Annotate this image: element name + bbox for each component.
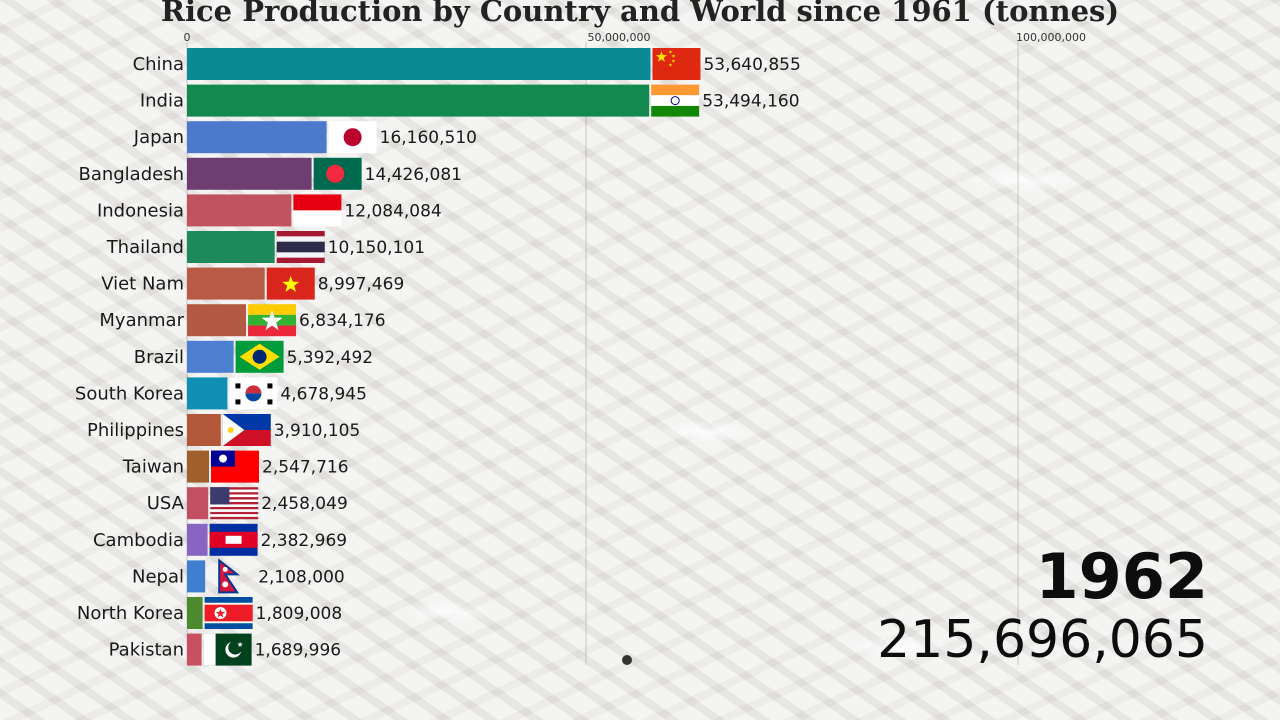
usa-flag (210, 487, 259, 520)
bar-thailand (187, 231, 275, 263)
india-flag (651, 84, 700, 117)
value-label: 16,160,510 (380, 128, 477, 148)
category-label: North Korea (77, 603, 184, 624)
category-label: China (133, 54, 184, 75)
bar-brazil (187, 340, 234, 373)
value-label: 5,392,492 (287, 348, 374, 368)
category-label: Thailand (106, 237, 184, 258)
category-label: USA (147, 493, 185, 514)
japan-flag (328, 121, 377, 154)
chart-title: Rice Production by Country and World sin… (160, 0, 1120, 28)
value-label: 6,834,176 (299, 311, 386, 331)
category-label: India (140, 91, 184, 112)
value-label: 53,640,855 (703, 55, 800, 75)
value-label: 2,382,969 (261, 531, 348, 551)
bar-nepal (187, 560, 206, 593)
x-tick-label: 50,000,000 (588, 31, 651, 44)
value-label: 10,150,101 (328, 238, 425, 258)
category-label: Cambodia (93, 530, 184, 551)
category-label: Viet Nam (101, 274, 184, 295)
north-korea-flag (204, 597, 253, 629)
bar-china (187, 48, 651, 80)
category-label: Bangladesh (78, 164, 184, 185)
bangladesh-flag (313, 157, 362, 190)
value-label: 1,689,996 (255, 641, 342, 661)
pakistan-flag (203, 633, 252, 666)
category-label: Nepal (132, 566, 184, 587)
category-label: Pakistan (109, 640, 184, 661)
bar-south-korea (187, 377, 228, 410)
cambodia-flag (209, 523, 258, 556)
x-tick-label: 100,000,000 (1016, 31, 1086, 44)
value-label: 4,678,945 (280, 384, 367, 404)
indonesia-flag (293, 194, 342, 227)
taiwan-flag (211, 450, 260, 483)
category-label: Philippines (87, 420, 184, 441)
nepal-flag (218, 558, 241, 594)
bar-philippines (187, 414, 221, 446)
bar-north-korea (187, 597, 203, 629)
bar-pakistan (187, 633, 202, 666)
bar-cambodia (187, 523, 208, 556)
progress-marker (622, 655, 632, 665)
value-label: 2,547,716 (262, 458, 349, 478)
category-label: Myanmar (99, 310, 184, 331)
category-label: Indonesia (97, 200, 184, 221)
bar-myanmar (187, 304, 246, 337)
category-label: Japan (133, 127, 184, 148)
category-label: South Korea (75, 383, 184, 404)
world-total-label: 215,696,065 (877, 610, 1208, 670)
x-tick-label: 0 (184, 31, 191, 44)
philippines-flag (222, 414, 271, 446)
south-korea-flag (229, 377, 278, 410)
value-label: 12,084,084 (344, 201, 441, 221)
value-label: 2,108,000 (258, 567, 345, 587)
bar-indonesia (187, 194, 292, 227)
myanmar-flag (248, 304, 297, 337)
category-label: Taiwan (122, 457, 184, 478)
bar-viet-nam (187, 267, 265, 300)
bar-taiwan (187, 450, 209, 483)
china-flag (652, 48, 701, 80)
bar-bangladesh (187, 157, 312, 190)
thailand-flag (276, 231, 325, 263)
value-label: 14,426,081 (365, 165, 462, 185)
brazil-flag (235, 340, 284, 373)
vietnam-flag (266, 267, 315, 300)
year-label: 1962 (1035, 540, 1208, 613)
value-label: 8,997,469 (318, 275, 405, 295)
category-label: Brazil (134, 347, 184, 368)
value-label: 1,809,008 (256, 604, 343, 624)
value-label: 2,458,049 (261, 494, 348, 514)
bar-usa (187, 487, 209, 520)
value-label: 3,910,105 (274, 421, 361, 441)
bar-india (187, 84, 650, 117)
bar-japan (187, 121, 327, 154)
value-label: 53,494,160 (702, 92, 799, 112)
